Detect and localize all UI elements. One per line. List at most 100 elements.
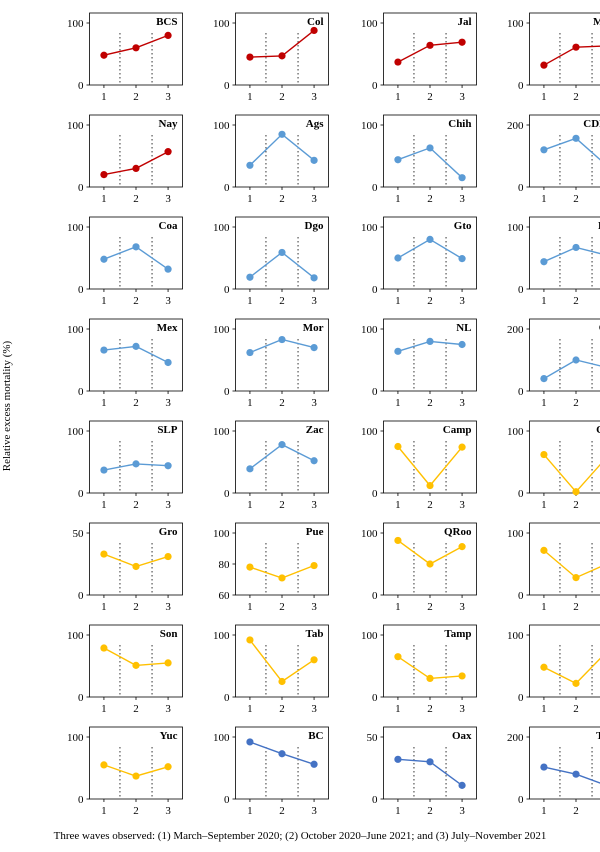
y-tick-label: 0 <box>78 284 84 296</box>
data-point <box>246 563 254 571</box>
panel-title: BCS <box>156 16 177 28</box>
panel-col: Col 0 100 1 2 3 <box>213 12 329 103</box>
y-tick-label: 0 <box>78 692 84 704</box>
x-tick-label: 3 <box>311 397 317 409</box>
data-point <box>278 574 286 582</box>
series-line <box>543 657 600 685</box>
y-tick-label: 60 <box>219 590 231 602</box>
x-tick-label: 2 <box>133 295 139 307</box>
data-point <box>310 156 318 164</box>
data-point <box>132 772 140 780</box>
x-tick-label: 1 <box>395 91 401 103</box>
data-point <box>246 465 254 473</box>
y-tick-label: 0 <box>372 488 378 500</box>
data-point <box>572 243 580 252</box>
x-tick-label: 2 <box>279 397 285 409</box>
panel-mex: Mex 0 100 1 2 3 <box>67 318 183 409</box>
panel-title: Gro <box>159 526 178 538</box>
data-point <box>540 663 548 671</box>
data-point <box>132 44 140 52</box>
data-point <box>458 174 466 182</box>
y-tick-label: 200 <box>507 732 524 744</box>
y-tick-label: 100 <box>361 120 378 132</box>
panel-mich: Mich0100123 <box>507 12 600 103</box>
data-point <box>572 43 580 51</box>
panel-frame <box>529 420 600 494</box>
x-tick-label: 3 <box>165 805 171 817</box>
panel-title: Mor <box>303 322 324 334</box>
x-tick-label: 2 <box>427 193 433 205</box>
y-tick-label: 0 <box>518 182 524 194</box>
data-point <box>458 340 466 349</box>
panel-cdmx: CDMX0200123 <box>507 114 600 205</box>
x-tick-label: 3 <box>311 91 317 103</box>
y-tick-label: 100 <box>507 426 524 438</box>
panel-title: CDMX <box>583 118 600 130</box>
data-point <box>278 248 286 257</box>
y-tick-label: 0 <box>518 794 524 806</box>
y-tick-label: 100 <box>213 324 230 336</box>
data-point <box>246 273 254 281</box>
y-tick-label: 0 <box>78 488 84 500</box>
x-tick-label: 2 <box>279 601 285 613</box>
data-point <box>394 156 402 164</box>
data-point <box>540 763 548 771</box>
data-point <box>164 763 172 771</box>
panel-title: SLP <box>157 424 177 436</box>
y-tick-label: 100 <box>213 732 230 744</box>
data-point <box>458 443 466 451</box>
y-tick-label: 0 <box>224 182 230 194</box>
x-tick-label: 1 <box>101 193 107 205</box>
x-tick-label: 1 <box>541 397 547 409</box>
x-tick-label: 1 <box>395 499 401 511</box>
data-point <box>310 344 318 352</box>
data-point <box>164 358 172 367</box>
data-point <box>132 562 140 571</box>
x-tick-label: 3 <box>459 703 465 715</box>
data-point <box>394 755 402 763</box>
data-point <box>246 738 254 746</box>
panel-title: Yuc <box>160 730 178 742</box>
x-tick-label: 1 <box>541 703 547 715</box>
data-point <box>572 488 580 496</box>
data-point <box>426 560 434 568</box>
y-tick-label: 50 <box>367 732 379 744</box>
x-tick-label: 2 <box>573 193 579 205</box>
x-tick-label: 2 <box>133 193 139 205</box>
x-tick-label: 2 <box>133 91 139 103</box>
x-tick-label: 1 <box>101 499 107 511</box>
y-tick-label: 100 <box>67 426 84 438</box>
data-point <box>458 781 466 789</box>
x-tick-label: 2 <box>427 397 433 409</box>
data-point <box>100 346 108 354</box>
panel-title: Pue <box>306 526 324 538</box>
panel-tamp: Tamp 0 100 1 2 3 <box>361 624 477 715</box>
x-tick-label: 1 <box>541 295 547 307</box>
data-point <box>164 148 172 156</box>
series-line <box>249 639 315 683</box>
series-line <box>249 251 315 279</box>
data-point <box>540 375 548 383</box>
x-tick-label: 1 <box>395 397 401 409</box>
panel-title: Son <box>160 628 178 640</box>
y-tick-label: 0 <box>518 590 524 602</box>
x-tick-label: 3 <box>459 193 465 205</box>
panel-son: Son 0 100 1 2 3 <box>67 624 183 715</box>
x-tick-label: 3 <box>165 91 171 103</box>
y-tick-label: 0 <box>518 488 524 500</box>
x-tick-label: 3 <box>459 805 465 817</box>
data-point <box>458 255 466 263</box>
x-tick-label: 3 <box>459 499 465 511</box>
y-tick-label: 0 <box>372 80 378 92</box>
x-tick-label: 1 <box>247 703 253 715</box>
panel-title: QRoo <box>444 526 472 538</box>
x-tick-label: 2 <box>133 499 139 511</box>
series-line <box>543 246 600 263</box>
x-tick-label: 1 <box>101 397 107 409</box>
data-point <box>394 653 402 661</box>
series-line <box>543 549 600 579</box>
y-tick-label: 0 <box>224 284 230 296</box>
panel-title: Mex <box>157 322 178 334</box>
data-point <box>540 258 548 266</box>
data-point <box>132 243 140 251</box>
